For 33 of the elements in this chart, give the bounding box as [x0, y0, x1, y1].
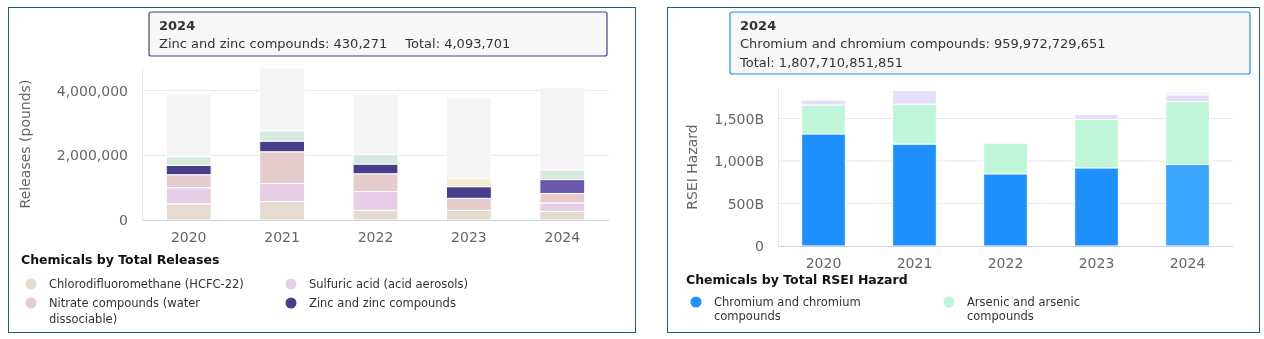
x-tick-label: 2020 [805, 254, 842, 271]
legend-label: Chlorodifluoromethane (HCFC-22) [49, 277, 244, 291]
y-tick-label: 2,000,000 [56, 147, 128, 164]
y-axis-title: Releases (pounds) [17, 79, 33, 209]
text: Total: 1,807,710,851,851 [739, 55, 903, 70]
legend-label: Zinc and zinc compounds [309, 296, 456, 310]
text: Zinc and zinc compounds: 430,271 [159, 36, 388, 51]
text: Total: 4,093,701 [404, 36, 511, 51]
legend-label: Nitrate compounds (water dissociable) [49, 296, 201, 326]
y-tick-label: 500B [727, 195, 764, 212]
y-axis-title: RSEI Hazard [684, 124, 700, 210]
y-tick-label: 1,000B [714, 153, 764, 170]
text: Chromium and chromium compounds: 959,972,729,651 [740, 36, 1106, 51]
y-tick-label: 4,000,000 [56, 82, 128, 99]
x-tick-label: 2022 [987, 254, 1024, 271]
y-tick-label: 0 [755, 237, 764, 254]
x-tick-label: 2023 [451, 228, 487, 245]
text: 2024 [740, 18, 777, 33]
y-tick-label: 0 [119, 211, 128, 228]
y-tick-label: 1,500B [714, 110, 764, 127]
x-tick-label: 2020 [170, 228, 207, 245]
x-tick-label: 2024 [1169, 254, 1206, 271]
legend-title: Chemicals by Total Releases [21, 252, 220, 267]
x-tick-label: 2022 [357, 228, 394, 245]
legend-label: Sulfuric acid (acid aerosols) [309, 277, 468, 291]
x-tick-label: 2021 [264, 228, 300, 245]
x-tick-label: 2024 [544, 228, 581, 245]
legend-label: Chromium and chromium compounds [714, 295, 861, 323]
legend-title: Chemicals by Total RSEI Hazard [686, 272, 908, 287]
text: 2024 [159, 18, 196, 33]
x-tick-label: 2021 [896, 254, 933, 271]
legend-label: Arsenic and arsenic compounds [967, 295, 1081, 323]
x-tick-label: 2023 [1078, 254, 1115, 271]
